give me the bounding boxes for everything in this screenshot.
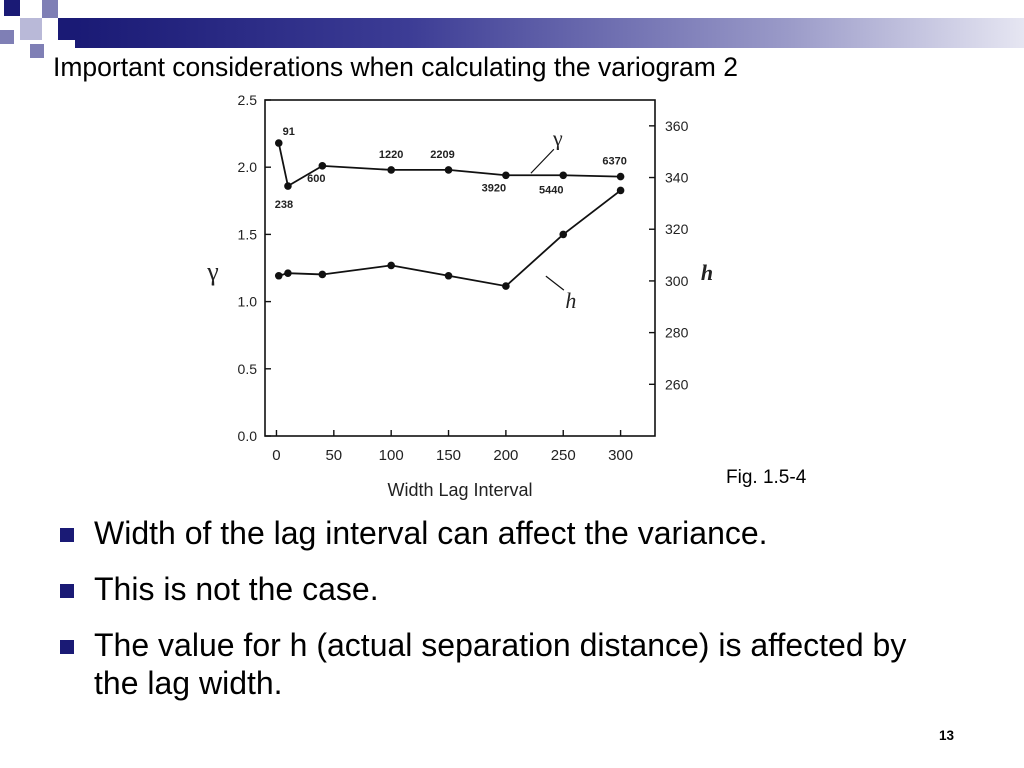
- point-label: 91: [283, 126, 295, 138]
- y-tick-label: 0.0: [238, 428, 258, 444]
- x-axis-label: Width Lag Interval: [387, 480, 532, 500]
- data-point: [559, 171, 568, 180]
- bullet-square-icon: [60, 584, 74, 598]
- bullet-text: This is not the case.: [94, 571, 379, 607]
- y2-tick-label: 320: [665, 221, 689, 237]
- point-label: 5440: [539, 184, 563, 196]
- series-pointer: [545, 275, 565, 291]
- data-point: [274, 271, 283, 280]
- y2-axis-label: h: [701, 260, 713, 285]
- point-label: 2209: [430, 149, 454, 161]
- series-pointer: [530, 148, 555, 174]
- y-tick-label: 0.5: [238, 361, 258, 377]
- data-point: [616, 186, 625, 195]
- deco-square: [4, 0, 20, 16]
- x-tick-label: 150: [436, 447, 461, 464]
- data-point: [318, 162, 327, 170]
- x-tick-label: 200: [493, 447, 518, 464]
- point-label: 3920: [482, 182, 506, 194]
- data-point: [318, 270, 327, 279]
- data-point: [444, 166, 453, 174]
- x-tick-label: 300: [608, 447, 633, 464]
- slide-title: Important considerations when calculatin…: [53, 52, 738, 82]
- data-point: [284, 269, 292, 277]
- figure-caption: Fig. 1.5-4: [726, 467, 807, 488]
- y-tick-label: 2.0: [238, 159, 258, 175]
- y-tick-label: 1.0: [238, 294, 258, 310]
- series-label-gamma: γ: [552, 125, 563, 150]
- bullet-item: Width of the lag interval can affect the…: [58, 514, 958, 552]
- point-label: 600: [307, 173, 325, 185]
- y-tick-label: 1.5: [238, 226, 258, 242]
- point-label: 1220: [379, 149, 403, 161]
- data-point: [387, 166, 395, 174]
- deco-square: [42, 0, 58, 18]
- data-point: [444, 271, 453, 280]
- data-point: [502, 282, 510, 290]
- data-point: [284, 182, 292, 190]
- y2-tick-label: 340: [665, 170, 689, 186]
- header-bar: [75, 18, 1024, 48]
- x-tick-label: 50: [325, 447, 342, 464]
- data-point: [559, 230, 568, 239]
- y2-tick-label: 280: [665, 325, 689, 341]
- x-tick-label: 0: [272, 447, 280, 464]
- y2-tick-label: 300: [665, 273, 689, 289]
- data-point: [387, 261, 395, 270]
- point-label: 238: [275, 199, 293, 211]
- deco-square: [20, 18, 42, 40]
- plot-frame: [264, 99, 656, 437]
- x-tick-label: 100: [379, 447, 404, 464]
- deco-square: [30, 44, 44, 58]
- series-line-gamma: [277, 142, 621, 188]
- x-tick-label: 250: [551, 447, 576, 464]
- y2-tick-label: 260: [665, 376, 689, 392]
- variogram-chart: 0.0 0.5 1.0 1.5 2.0 2.5 260 280 300 320 340 360 0 50 1…: [206, 92, 713, 500]
- bullet-square-icon: [60, 528, 74, 542]
- bullet-square-icon: [60, 640, 74, 654]
- point-label: 6370: [602, 156, 626, 168]
- bullet-item: The value for h (actual separation dista…: [58, 626, 958, 702]
- y2-tick-label: 360: [665, 118, 689, 134]
- deco-square: [58, 18, 75, 40]
- data-point: [502, 171, 510, 180]
- bullet-text: The value for h (actual separation dista…: [94, 627, 907, 701]
- deco-square: [0, 30, 14, 44]
- bullet-list: Width of the lag interval can affect the…: [58, 514, 958, 720]
- data-point: [274, 139, 283, 147]
- y-axis-label: γ: [206, 257, 219, 286]
- data-point: [616, 172, 625, 181]
- bullet-item: This is not the case.: [58, 570, 958, 608]
- page-number: 13: [939, 728, 955, 743]
- bullet-text: Width of the lag interval can affect the…: [94, 515, 768, 551]
- series-label-h: h: [565, 288, 576, 313]
- y-tick-label: 2.5: [238, 92, 258, 108]
- series-line-h: [278, 189, 622, 288]
